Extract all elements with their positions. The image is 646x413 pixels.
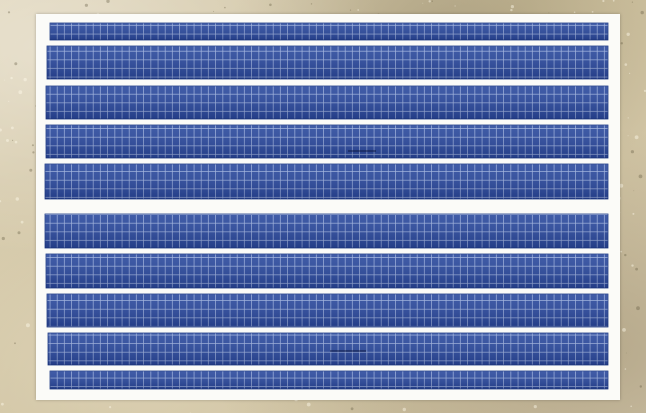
panel-row xyxy=(46,293,609,328)
panel-smudge xyxy=(330,350,366,352)
panel-row xyxy=(47,332,609,366)
panel-row xyxy=(45,253,609,289)
panel-row xyxy=(49,370,609,390)
panel-row xyxy=(46,45,609,80)
panel-row xyxy=(49,22,609,41)
panel-row xyxy=(45,85,609,120)
panel-row xyxy=(44,163,609,200)
panel-row xyxy=(45,124,609,159)
panel-smudge xyxy=(348,150,376,152)
panel-row xyxy=(44,213,609,249)
